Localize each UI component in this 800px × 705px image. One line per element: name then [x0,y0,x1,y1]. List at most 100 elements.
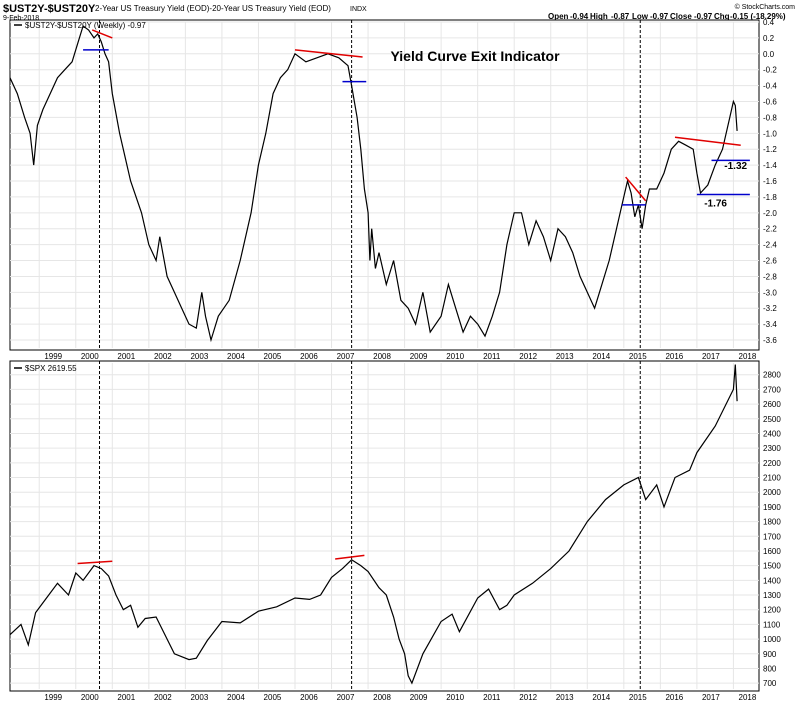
trend-line [91,29,113,39]
x-tick-label: 2008 [373,352,391,361]
x-tick-label: 2011 [483,352,501,361]
trend-line [625,176,647,202]
y-tick-label: -2.6 [763,257,777,266]
y-tick-label: -2.8 [763,272,777,281]
low-label: Low [632,12,649,21]
y-tick-label: -0.4 [763,82,777,91]
y-tick-label: 0.0 [763,50,775,59]
x-tick-label: 2000 [81,693,99,702]
y-tick-label: 700 [763,679,777,688]
x-tick-label: 2013 [556,352,574,361]
y-tick-label: -1.8 [763,193,777,202]
x-tick-label: 2014 [592,693,610,702]
x-tick-label: 2006 [300,352,318,361]
yield-spread-line [9,25,738,343]
y-tick-label: 1500 [763,562,781,571]
x-tick-label: 2001 [117,693,135,702]
x-tick-label: 2009 [410,693,428,702]
bottom-legend-text: $SPX 2619.55 [25,364,77,373]
bottom-x-axis: 1999 2000 2001 2002 2003 2004 2005 2006 2007 2008… [44,693,757,702]
x-tick-label: 2003 [190,693,208,702]
bottom-y-axis: 2800 2700 2600 2500 2400 2300 2200 2100 2000 1900… [763,371,781,688]
x-tick-label: 2008 [373,693,391,702]
x-tick-label: 2003 [190,352,208,361]
x-tick-label: 2004 [227,352,245,361]
x-tick-label: 2011 [483,693,501,702]
x-tick-label: 2012 [519,693,537,702]
y-tick-label: 2400 [763,429,781,438]
x-tick-label: 2005 [264,693,282,702]
spx-line [9,364,738,685]
x-tick-label: 1999 [44,352,62,361]
high-label: High [590,12,608,21]
x-tick-label: 2006 [300,693,318,702]
y-tick-label: -0.6 [763,98,777,107]
y-tick-label: 1100 [763,620,781,629]
y-tick-label: 2300 [763,444,781,453]
x-tick-label: 2002 [154,693,172,702]
x-tick-label: 2012 [519,352,537,361]
y-tick-label: 1700 [763,532,781,541]
y-tick-label: -3.0 [763,288,777,297]
bottom-grid [10,363,759,689]
y-tick-label: -1.6 [763,177,777,186]
close-value: -0.97 [694,12,713,21]
high-value: -0.87 [611,12,630,21]
x-tick-label: 2004 [227,693,245,702]
y-tick-label: 1800 [763,518,781,527]
x-tick-label: 2018 [739,352,757,361]
chg-value: -0.15 (-18.29%) [730,12,786,21]
x-tick-label: 2002 [154,352,172,361]
x-tick-label: 2010 [446,693,464,702]
x-tick-label: 2016 [665,693,683,702]
x-tick-label: 2005 [264,352,282,361]
x-tick-label: 2015 [629,352,647,361]
y-tick-label: -2.0 [763,209,777,218]
y-tick-label: -0.8 [763,113,777,122]
chart-title: Yield Curve Exit Indicator [390,48,560,64]
low-value: -0.97 [650,12,669,21]
top-x-axis: 1999 2000 2001 2002 2003 2004 2005 2006 2007 2008… [44,352,757,361]
x-tick-label: 2001 [117,352,135,361]
bottom-annotations [77,554,365,565]
x-tick-label: 2007 [337,693,355,702]
y-tick-label: -1.2 [763,145,777,154]
bottom-panel-frame [9,360,760,692]
y-tick-label: 2500 [763,415,781,424]
top-value-labels: -1.32 -1.76 [704,161,747,209]
open-value: -0.94 [570,12,589,21]
top-y-axis: 0.4 0.2 0.0 -0.2 -0.4 -0.6 -0.8 -1.0 -1.2 -1.4 -1.… [763,18,777,345]
x-tick-label: 2010 [446,352,464,361]
y-tick-label: 900 [763,650,777,659]
y-tick-label: -3.2 [763,304,777,313]
chg-label: Chg [714,12,730,21]
top-legend-text: $UST2Y-$UST20Y (Weekly) -0.97 [25,21,146,30]
close-label: Close [670,12,692,21]
y-tick-label: 800 [763,664,777,673]
y-tick-label: 1300 [763,591,781,600]
y-tick-label: 1400 [763,576,781,585]
y-tick-label: 1600 [763,547,781,556]
top-legend: $UST2Y-$UST20Y (Weekly) -0.97 [14,21,146,30]
y-tick-label: -1.0 [763,129,777,138]
y-tick-label: 0.2 [763,34,775,43]
chart-date: 9-Feb-2018 [3,15,39,22]
trend-line [294,49,363,58]
y-tick-label: -2.2 [763,225,777,234]
x-tick-label: 2014 [592,352,610,361]
top-grid [10,21,759,348]
y-tick-label: 2600 [763,400,781,409]
bottom-legend: $SPX 2619.55 [14,364,77,373]
series-description: 2-Year US Treasury Yield (EOD)-20-Year U… [95,4,331,13]
y-tick-label: 2800 [763,371,781,380]
top-annotations [83,29,750,206]
trend-line [335,554,365,560]
y-tick-label: -0.2 [763,66,777,75]
trend-line [77,560,113,565]
spx-panel: 2800 2700 2600 2500 2400 2300 2200 2100 2000 1900… [9,360,781,702]
y-tick-label: -1.4 [763,161,777,170]
x-tick-label: 2017 [702,693,720,702]
x-tick-label: 2018 [739,693,757,702]
y-tick-label: -3.6 [763,336,777,345]
